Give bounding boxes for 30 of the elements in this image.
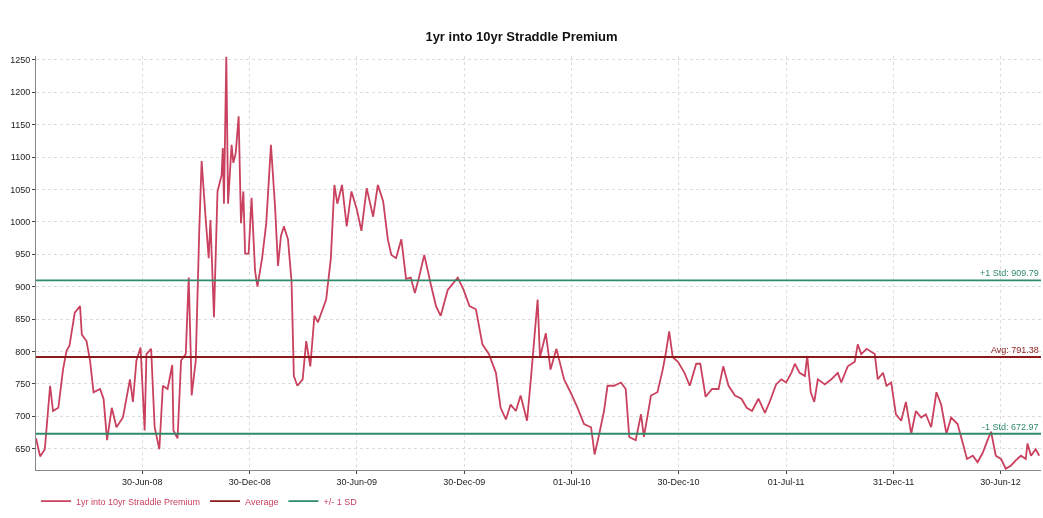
- annotation: -1 Std: 672.97: [982, 422, 1039, 432]
- annotation: Avg: 791.38: [991, 345, 1039, 355]
- x-tick-label: 30-Dec-09: [443, 476, 486, 487]
- y-tick-label: 1200: [10, 87, 31, 98]
- annotation: +1 Std: 909.79: [980, 268, 1039, 278]
- legend-label: 1yr into 10yr Straddle Premium: [76, 496, 201, 507]
- y-tick-label: 1250: [10, 55, 31, 66]
- legend-label: +/- 1 SD: [323, 496, 358, 507]
- y-tick-label: 1100: [10, 152, 31, 163]
- y-tick-label: 1150: [10, 119, 31, 130]
- y-tick-label: 1050: [10, 184, 31, 195]
- x-tick-label: 30-Jun-08: [122, 476, 163, 487]
- chart-title: 1yr into 10yr Straddle Premium: [425, 28, 618, 44]
- x-tick-label: 30-Dec-10: [657, 476, 700, 487]
- x-tick-label: 30-Jun-12: [980, 476, 1021, 487]
- y-tick-label: 800: [15, 346, 31, 357]
- y-tick-label: 1000: [10, 217, 31, 228]
- line-series: [36, 56, 1041, 470]
- y-tick-label: 700: [15, 411, 31, 422]
- x-tick-label: 01-Jul-10: [552, 476, 591, 487]
- x-tick-label: 30-Dec-08: [228, 476, 271, 487]
- legend-label: Average: [245, 496, 279, 507]
- y-tick-label: 650: [15, 443, 31, 454]
- y-tick-label: 850: [15, 314, 31, 325]
- x-tick-label: 01-Jul-11: [767, 476, 805, 487]
- x-tick-label: 31-Dec-11: [872, 476, 915, 487]
- y-tick-label: 900: [15, 281, 31, 292]
- x-tick-label: 30-Jun-09: [336, 476, 377, 487]
- y-tick-label: 750: [15, 378, 31, 389]
- y-tick-label: 950: [15, 249, 31, 260]
